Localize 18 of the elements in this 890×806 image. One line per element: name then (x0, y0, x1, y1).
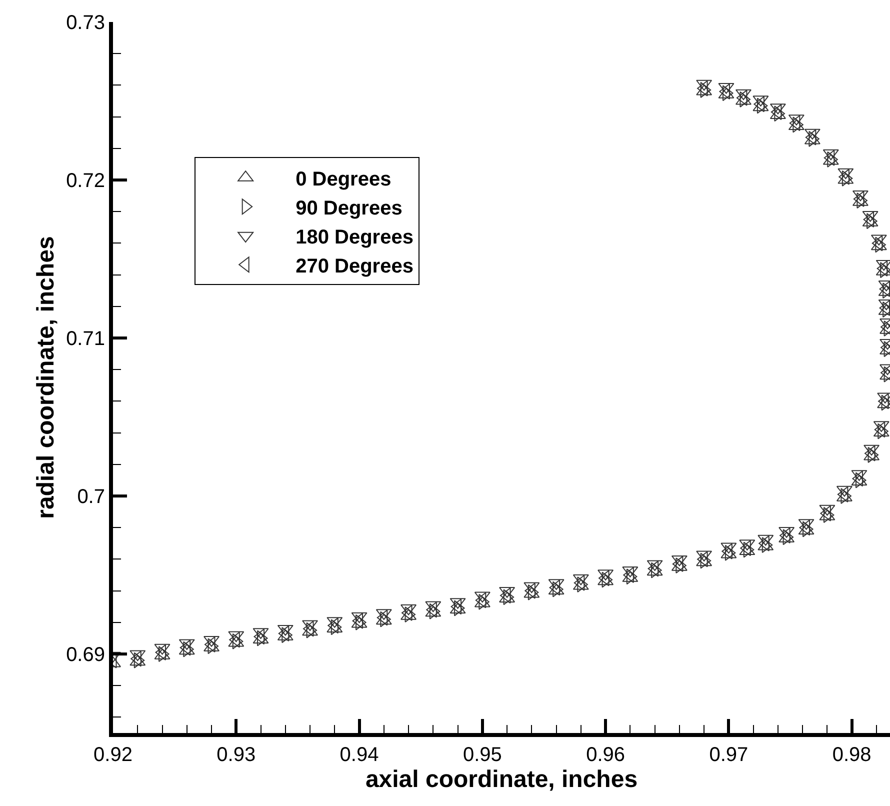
x-tick-label: 0.95 (462, 744, 502, 766)
x-tick-label: 0.93 (216, 744, 256, 766)
legend-label: 270 Degrees (296, 255, 414, 278)
y-axis-title: radial coordinate, inches (32, 236, 60, 519)
x-tick-label: 0.92 (94, 744, 132, 766)
x-axis-title: axial coordinate, inches (365, 766, 638, 793)
legend-label: 90 Degrees (296, 197, 402, 220)
x-tick-label: 0.97 (709, 744, 748, 766)
y-tick-label: 0.71 (66, 328, 105, 350)
legend-label: 180 Degrees (296, 226, 414, 248)
x-tick-label: 0.98 (832, 744, 872, 766)
x-tick-label: 0.96 (586, 744, 626, 766)
y-tick-label: 0.72 (66, 170, 105, 192)
legend-label: 0 Degrees (296, 168, 392, 190)
y-tick-label: 0.7 (77, 486, 105, 508)
y-tick-label: 0.73 (66, 12, 105, 34)
y-tick-label: 0.69 (66, 644, 105, 666)
x-tick-label: 0.94 (340, 744, 379, 766)
